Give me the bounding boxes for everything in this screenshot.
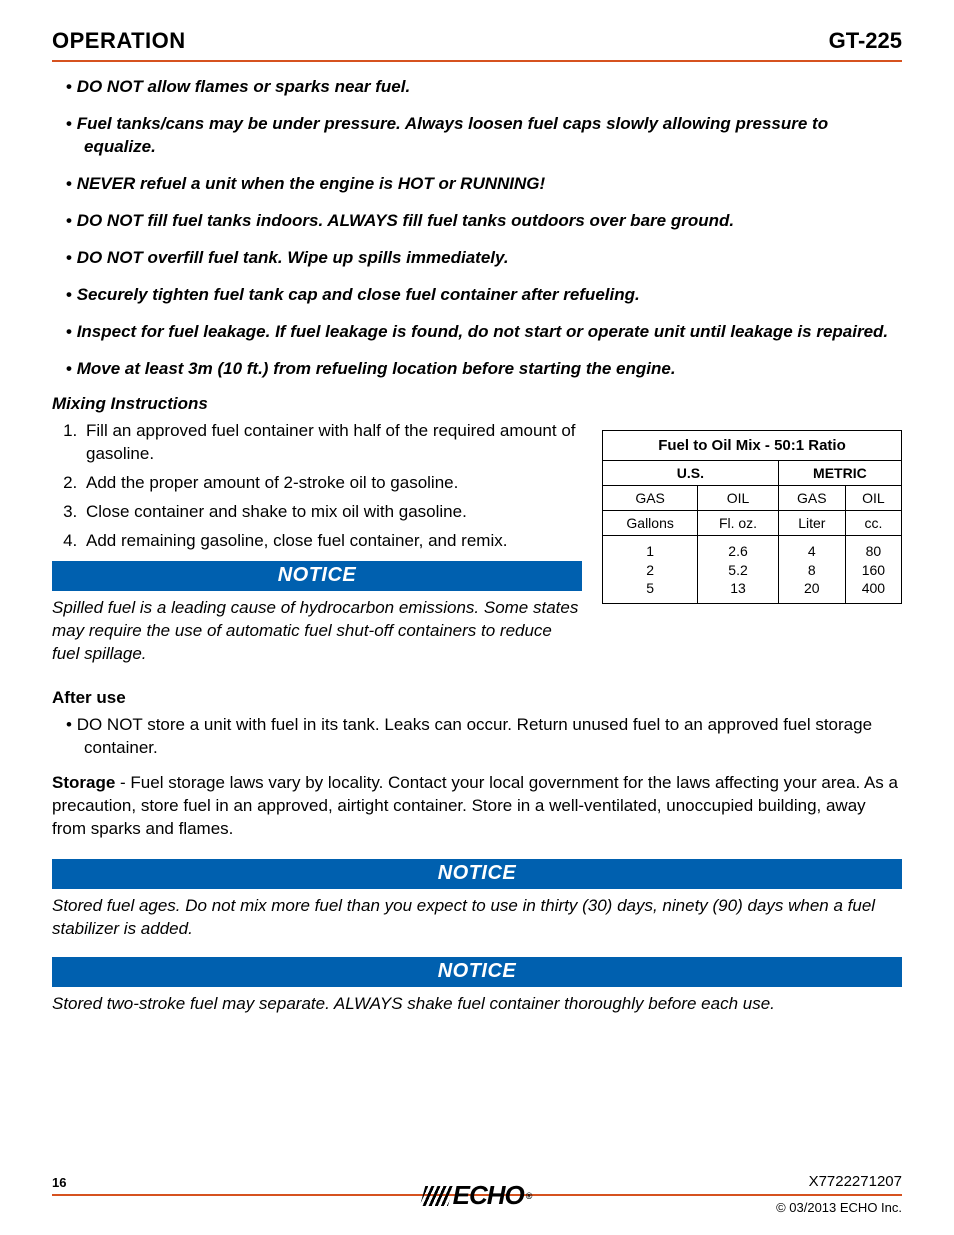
notice-bar: NOTICE bbox=[52, 561, 582, 591]
notice-3-text: Stored two-stroke fuel may separate. ALW… bbox=[52, 993, 902, 1016]
notice-bar: NOTICE bbox=[52, 859, 902, 889]
storage-paragraph: Storage - Fuel storage laws vary by loca… bbox=[52, 772, 902, 841]
mixing-step: Close container and shake to mix oil wit… bbox=[82, 501, 582, 524]
safety-bullet: Securely tighten fuel tank cap and close… bbox=[52, 284, 902, 307]
mixing-heading: Mixing Instructions bbox=[52, 394, 902, 414]
safety-bullet-list: DO NOT allow flames or sparks near fuel.… bbox=[52, 76, 902, 380]
mix-col-label: GAS bbox=[778, 486, 845, 511]
mix-data-col-gallons: 1 2 5 bbox=[603, 536, 698, 604]
mix-table-title: Fuel to Oil Mix - 50:1 Ratio bbox=[603, 431, 902, 461]
page-header: OPERATION GT-225 bbox=[52, 28, 902, 54]
mix-col-label: OIL bbox=[698, 486, 779, 511]
mix-unit-label: Liter bbox=[778, 511, 845, 536]
mix-unit-label: Gallons bbox=[603, 511, 698, 536]
mix-table-region-metric: METRIC bbox=[778, 461, 901, 486]
mix-unit-label: cc. bbox=[845, 511, 901, 536]
mix-data-col-liter: 4 8 20 bbox=[778, 536, 845, 604]
footer-doc-number: X7722271207 bbox=[809, 1173, 902, 1190]
notice-1-text: Spilled fuel is a leading cause of hydro… bbox=[52, 597, 582, 666]
mix-data-col-floz: 2.6 5.2 13 bbox=[698, 536, 779, 604]
safety-bullet: DO NOT overfill fuel tank. Wipe up spill… bbox=[52, 247, 902, 270]
safety-bullet: Inspect for fuel leakage. If fuel leakag… bbox=[52, 321, 902, 344]
mix-unit-label: Fl. oz. bbox=[698, 511, 779, 536]
mixing-steps-list: Fill an approved fuel container with hal… bbox=[52, 420, 582, 553]
storage-label: Storage bbox=[52, 773, 115, 792]
safety-bullet: DO NOT allow flames or sparks near fuel. bbox=[52, 76, 902, 99]
storage-text: - Fuel storage laws vary by locality. Co… bbox=[52, 773, 898, 838]
logo-bars-icon bbox=[420, 1186, 453, 1206]
after-use-heading: After use bbox=[52, 688, 902, 708]
mix-col-label: GAS bbox=[603, 486, 698, 511]
safety-bullet: Fuel tanks/cans may be under pressure. A… bbox=[52, 113, 902, 159]
echo-logo: ECHO® bbox=[423, 1180, 532, 1211]
mixing-step: Add the proper amount of 2-stroke oil to… bbox=[82, 472, 582, 495]
after-use-bullet: DO NOT store a unit with fuel in its tan… bbox=[52, 714, 902, 760]
mix-table-region-us: U.S. bbox=[603, 461, 779, 486]
mixing-step: Add remaining gasoline, close fuel conta… bbox=[82, 530, 582, 553]
fuel-mix-table: Fuel to Oil Mix - 50:1 Ratio U.S. METRIC… bbox=[602, 430, 902, 604]
section-title: OPERATION bbox=[52, 28, 186, 54]
mixing-step: Fill an approved fuel container with hal… bbox=[82, 420, 582, 466]
after-use-bullets: DO NOT store a unit with fuel in its tan… bbox=[52, 714, 902, 760]
header-rule bbox=[52, 60, 902, 62]
model-number: GT-225 bbox=[829, 28, 902, 54]
safety-bullet: Move at least 3m (10 ft.) from refueling… bbox=[52, 358, 902, 381]
notice-2-text: Stored fuel ages. Do not mix more fuel t… bbox=[52, 895, 902, 941]
safety-bullet: DO NOT fill fuel tanks indoors. ALWAYS f… bbox=[52, 210, 902, 233]
footer-page-number: 16 bbox=[52, 1175, 66, 1190]
safety-bullet: NEVER refuel a unit when the engine is H… bbox=[52, 173, 902, 196]
mix-data-col-cc: 80 160 400 bbox=[845, 536, 901, 604]
notice-bar: NOTICE bbox=[52, 957, 902, 987]
logo-registered-icon: ® bbox=[526, 1191, 532, 1201]
logo-text: ECHO bbox=[453, 1180, 524, 1211]
mix-col-label: OIL bbox=[845, 486, 901, 511]
page-footer: 16 X7722271207 © 03/2013 ECHO Inc. ECHO® bbox=[52, 1173, 902, 1215]
